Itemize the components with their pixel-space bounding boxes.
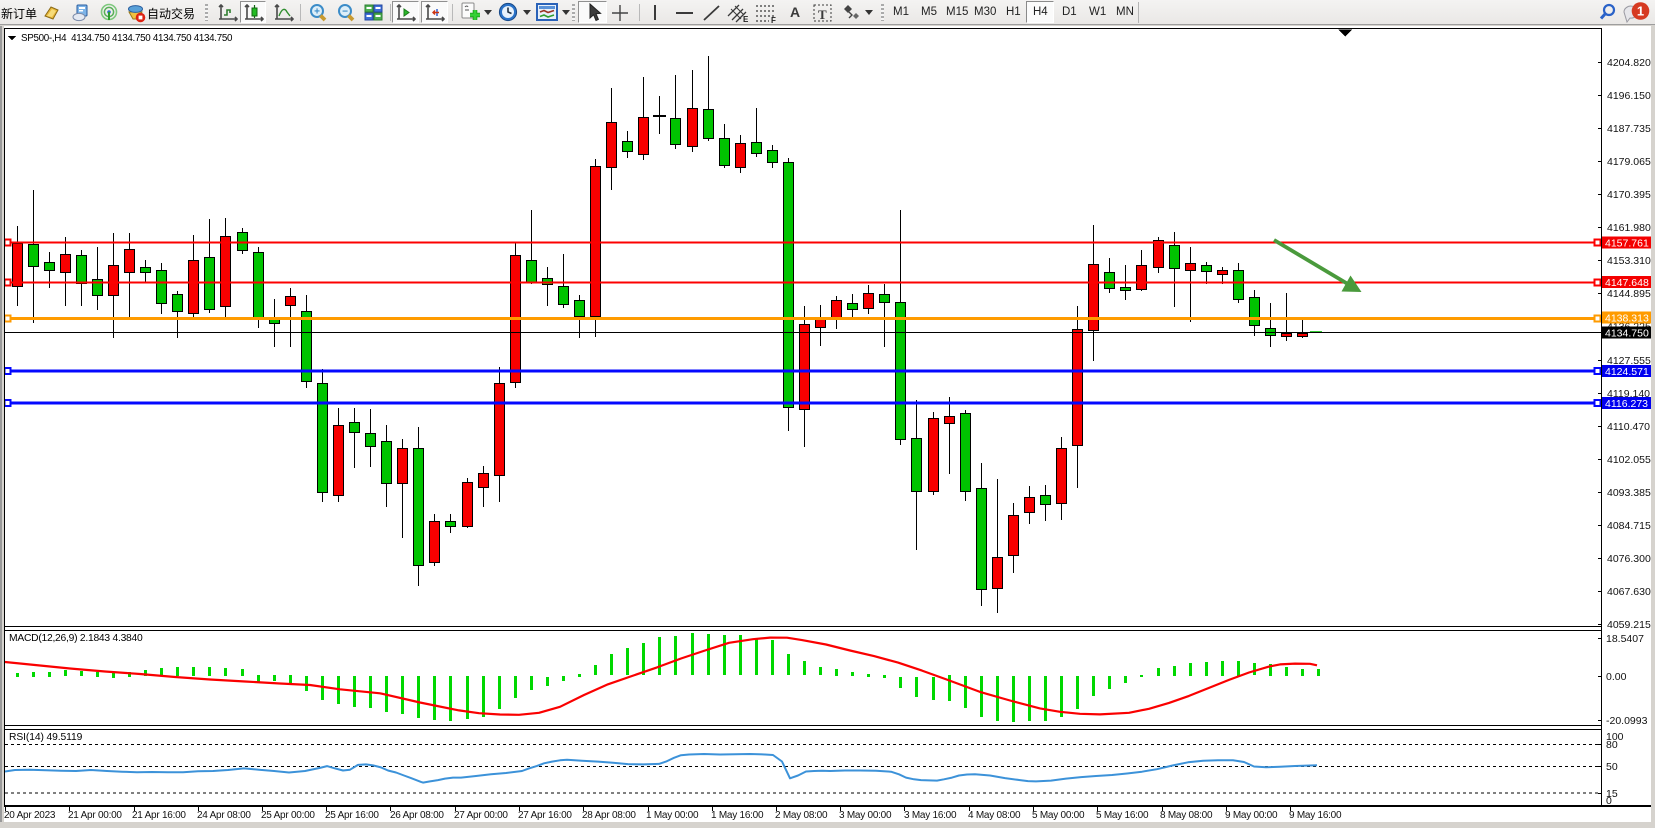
svg-text:4179.065: 4179.065 — [1607, 156, 1651, 168]
svg-text:4138.313: 4138.313 — [1605, 313, 1649, 325]
svg-text:26 Apr 08:00: 26 Apr 08:00 — [390, 810, 444, 821]
svg-text:1 May 00:00: 1 May 00:00 — [646, 810, 699, 821]
svg-text:80: 80 — [1606, 739, 1618, 751]
svg-text:9 May 00:00: 9 May 00:00 — [1225, 810, 1278, 821]
svg-text:4153.310: 4153.310 — [1607, 255, 1651, 267]
svg-text:8 May 08:00: 8 May 08:00 — [1160, 810, 1213, 821]
svg-text:4 May 08:00: 4 May 08:00 — [968, 810, 1021, 821]
svg-text:50: 50 — [1606, 761, 1618, 773]
svg-text:4144.895: 4144.895 — [1607, 288, 1651, 300]
svg-text:28 Apr 08:00: 28 Apr 08:00 — [582, 810, 636, 821]
svg-text:3 May 00:00: 3 May 00:00 — [839, 810, 892, 821]
svg-text:4084.715: 4084.715 — [1607, 520, 1651, 532]
svg-text:4204.820: 4204.820 — [1607, 57, 1651, 69]
svg-text:0.00: 0.00 — [1606, 671, 1627, 683]
svg-text:25 Apr 00:00: 25 Apr 00:00 — [261, 810, 315, 821]
svg-text:4076.300: 4076.300 — [1607, 553, 1651, 565]
svg-text:9 May 16:00: 9 May 16:00 — [1289, 810, 1342, 821]
svg-text:F: F — [771, 16, 776, 24]
svg-text:RSI(14) 49.5119: RSI(14) 49.5119 — [9, 732, 83, 743]
svg-text:4157.761: 4157.761 — [1605, 238, 1649, 250]
svg-text:0: 0 — [1606, 795, 1612, 807]
svg-text:4059.215: 4059.215 — [1607, 619, 1651, 631]
svg-text:24 Apr 08:00: 24 Apr 08:00 — [197, 810, 251, 821]
svg-text:5 May 00:00: 5 May 00:00 — [1032, 810, 1085, 821]
svg-text:4196.150: 4196.150 — [1607, 90, 1651, 102]
svg-text:SP500-,H4 4134.750 4134.750 4: SP500-,H4 4134.750 4134.750 4134.750 413… — [21, 33, 233, 44]
svg-text:2 May 08:00: 2 May 08:00 — [775, 810, 828, 821]
svg-text:4067.630: 4067.630 — [1607, 586, 1651, 598]
svg-text:4124.571: 4124.571 — [1605, 366, 1649, 378]
svg-text:100: 100 — [1606, 731, 1624, 743]
svg-text:4110.470: 4110.470 — [1607, 421, 1650, 433]
svg-text:+: + — [314, 7, 320, 18]
svg-text:MACD(12,26,9) 2.1843 4.3840: MACD(12,26,9) 2.1843 4.3840 — [9, 633, 143, 644]
svg-text:T: T — [818, 7, 827, 22]
svg-text:3 May 16:00: 3 May 16:00 — [904, 810, 957, 821]
svg-text:20 Apr 2023: 20 Apr 2023 — [4, 810, 56, 821]
svg-text:4093.385: 4093.385 — [1607, 487, 1651, 499]
svg-text:4170.395: 4170.395 — [1607, 189, 1651, 201]
svg-text:4127.555: 4127.555 — [1607, 355, 1651, 367]
svg-text:15: 15 — [1606, 788, 1618, 800]
svg-text:25 Apr 16:00: 25 Apr 16:00 — [325, 810, 379, 821]
svg-text:1: 1 — [1637, 4, 1644, 19]
svg-text:4102.055: 4102.055 — [1607, 454, 1651, 466]
svg-text:18.5407: 18.5407 — [1606, 633, 1644, 645]
svg-text:27 Apr 16:00: 27 Apr 16:00 — [518, 810, 572, 821]
svg-text:4116.273: 4116.273 — [1605, 398, 1648, 410]
svg-text:4187.735: 4187.735 — [1607, 123, 1651, 135]
svg-text:5 May 16:00: 5 May 16:00 — [1096, 810, 1149, 821]
svg-text:-20.0993: -20.0993 — [1606, 715, 1648, 727]
svg-text:4134.750: 4134.750 — [1605, 328, 1649, 340]
svg-text:21 Apr 00:00: 21 Apr 00:00 — [68, 810, 122, 821]
svg-text:4161.980: 4161.980 — [1607, 222, 1651, 234]
svg-text:−: − — [342, 7, 348, 18]
svg-text:E: E — [743, 15, 749, 24]
svg-text:21 Apr 16:00: 21 Apr 16:00 — [132, 810, 186, 821]
svg-text:4147.648: 4147.648 — [1605, 277, 1649, 289]
svg-text:27 Apr 00:00: 27 Apr 00:00 — [454, 810, 508, 821]
svg-text:1 May 16:00: 1 May 16:00 — [711, 810, 764, 821]
